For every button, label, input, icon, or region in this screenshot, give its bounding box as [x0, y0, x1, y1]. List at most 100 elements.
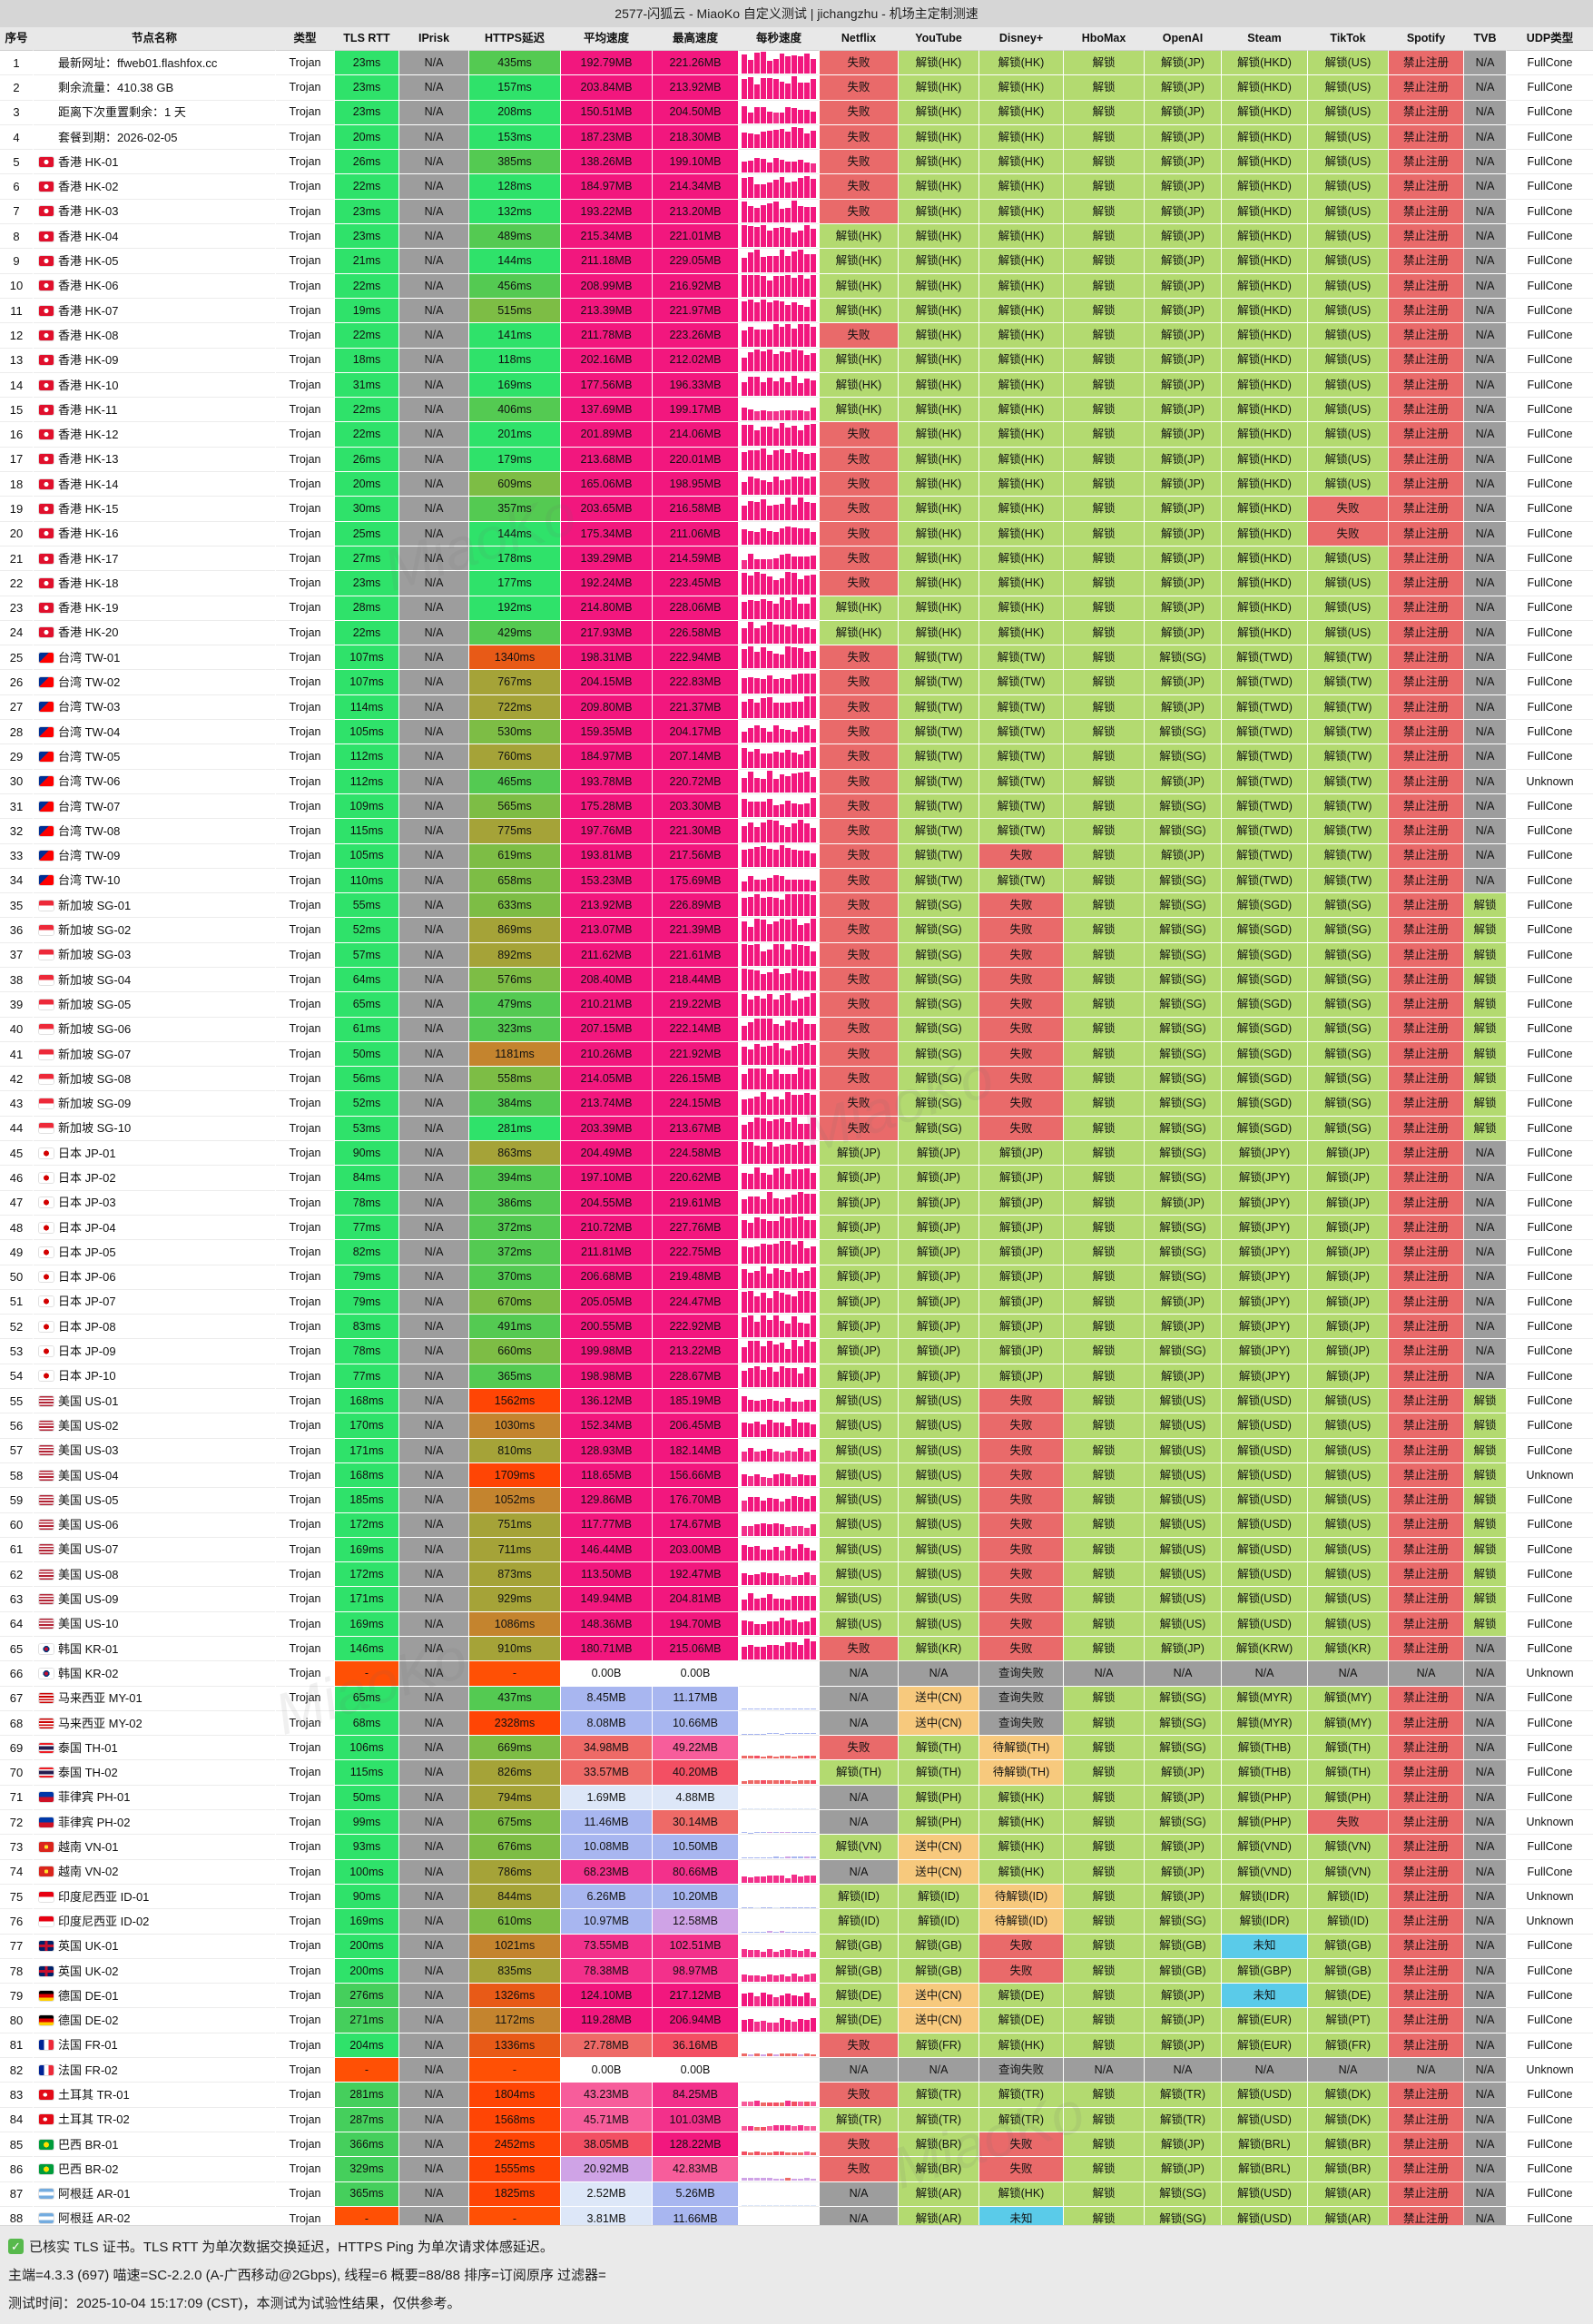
status-netflix: 解锁(GB)	[820, 1958, 898, 1984]
status-tvb: N/A	[1464, 571, 1506, 596]
udp-type: FullCone	[1507, 793, 1593, 820]
status-openai: 解锁(JP)	[1145, 670, 1221, 695]
iprisk: N/A	[399, 620, 468, 646]
iprisk: N/A	[399, 372, 468, 399]
table-row: 18 香港 HK-14 Trojan 20ms N/A 609ms 165.06MB 198.…	[0, 472, 1593, 497]
status-hbomax: 解锁	[1064, 1215, 1144, 1241]
udp-type: Unknown	[1507, 2058, 1593, 2083]
status-youtube: 送中(CN)	[899, 1859, 978, 1885]
iprisk: N/A	[399, 1884, 468, 1910]
status-spotify: 禁止注册	[1389, 1116, 1463, 1142]
status-netflix: 失败	[820, 174, 898, 200]
status-steam: 解锁(SGD)	[1222, 1116, 1307, 1142]
status-youtube: 解锁(HK)	[899, 150, 978, 175]
status-openai: 解锁(GB)	[1145, 1934, 1221, 1959]
status-netflix: 失败	[820, 422, 898, 448]
status-tiktok: 解锁(SG)	[1308, 1091, 1388, 1117]
status-netflix: 解锁(US)	[820, 1611, 898, 1637]
per-second-speed-sparkline	[739, 620, 819, 646]
status-tiktok: 解锁(BR)	[1308, 2157, 1388, 2182]
status-disney_plus: 解锁(HK)	[979, 323, 1063, 349]
avg-speed: 208.40MB	[561, 967, 652, 993]
node-name-label: 法国 FR-02	[58, 2063, 118, 2077]
per-second-speed-sparkline	[739, 1091, 819, 1117]
iprisk: N/A	[399, 472, 468, 497]
per-second-speed-sparkline	[739, 1067, 819, 1092]
status-steam: 解锁(HKD)	[1222, 298, 1307, 324]
avg-speed: 193.22MB	[561, 199, 652, 225]
max-speed: 10.50MB	[653, 1835, 738, 1860]
node-type: Trojan	[276, 2107, 334, 2132]
node-name: 套餐到期：2026-02-05	[34, 124, 275, 151]
node-type: Trojan	[276, 348, 334, 373]
status-disney_plus: 失败	[979, 1562, 1063, 1588]
us-flag-icon	[39, 1619, 54, 1630]
status-spotify: 禁止注册	[1389, 1190, 1463, 1216]
node-name: 香港 HK-09	[34, 348, 275, 373]
node-name-label: 香港 HK-16	[58, 527, 119, 541]
status-tvb: N/A	[1464, 1785, 1506, 1811]
node-name-label: 香港 HK-12	[58, 428, 119, 442]
status-tvb: N/A	[1464, 1984, 1506, 2009]
node-name: 新加坡 SG-01	[34, 893, 275, 919]
node-name-label: 美国 US-02	[58, 1418, 119, 1433]
tls-rtt: 168ms	[335, 1462, 398, 1489]
avg-speed: 165.06MB	[561, 472, 652, 497]
node-name-label: 新加坡 SG-05	[58, 997, 132, 1011]
status-openai: 解锁(JP)	[1145, 398, 1221, 423]
iprisk: N/A	[399, 2008, 468, 2034]
node-name-label: 新加坡 SG-01	[58, 898, 132, 912]
status-netflix: 失败	[820, 472, 898, 497]
row-index: 42	[0, 1067, 33, 1092]
udp-type: FullCone	[1507, 1364, 1593, 1390]
udp-type: FullCone	[1507, 1190, 1593, 1216]
row-index: 86	[0, 2157, 33, 2182]
status-tiktok: 解锁(US)	[1308, 199, 1388, 225]
node-type: Trojan	[276, 1760, 334, 1786]
row-index: 84	[0, 2107, 33, 2132]
tls-rtt: 65ms	[335, 992, 398, 1018]
per-second-speed-sparkline	[739, 769, 819, 794]
table-row: 34 台湾 TW-10 Trojan 110ms N/A 658ms 153.23MB 175…	[0, 868, 1593, 894]
status-openai: 解锁(SG)	[1145, 720, 1221, 745]
status-youtube: 解锁(US)	[899, 1512, 978, 1538]
udp-type: FullCone	[1507, 1611, 1593, 1637]
jp-flag-icon	[39, 1346, 54, 1357]
status-spotify: 禁止注册	[1389, 447, 1463, 473]
status-disney_plus: 解锁(TW)	[979, 769, 1063, 794]
status-tvb: N/A	[1464, 1289, 1506, 1315]
node-name: 德国 DE-01	[34, 1984, 275, 2009]
max-speed: 215.06MB	[653, 1637, 738, 1662]
tls-rtt: 171ms	[335, 1587, 398, 1612]
status-tvb: N/A	[1464, 2132, 1506, 2158]
status-hbomax: 解锁	[1064, 521, 1144, 547]
per-second-speed-sparkline	[739, 1488, 819, 1513]
node-name: 英国 UK-01	[34, 1934, 275, 1959]
node-name: 日本 JP-02	[34, 1166, 275, 1191]
table-row: 56 美国 US-02 Trojan 170ms N/A 1030ms 152.34MB 20…	[0, 1413, 1593, 1439]
my-flag-icon	[39, 1693, 54, 1704]
row-index: 5	[0, 150, 33, 175]
status-netflix: N/A	[820, 1810, 898, 1836]
status-disney_plus: 失败	[979, 992, 1063, 1018]
node-type: Trojan	[276, 1339, 334, 1364]
status-steam: 解锁(USD)	[1222, 2107, 1307, 2132]
node-name-label: 印度尼西亚 ID-02	[58, 1914, 150, 1928]
per-second-speed-sparkline	[739, 1041, 819, 1068]
https-latency: 208ms	[469, 100, 560, 125]
row-index: 24	[0, 620, 33, 646]
node-name: 香港 HK-04	[34, 224, 275, 250]
udp-type: FullCone	[1507, 868, 1593, 894]
status-spotify: 禁止注册	[1389, 1859, 1463, 1885]
status-tvb: N/A	[1464, 1364, 1506, 1390]
status-openai: 解锁(JP)	[1145, 620, 1221, 646]
avg-speed: 210.72MB	[561, 1215, 652, 1241]
node-name-label: 日本 JP-03	[58, 1196, 116, 1210]
status-disney_plus: 解锁(HK)	[979, 1810, 1063, 1836]
status-tvb: N/A	[1464, 1686, 1506, 1711]
status-tvb: N/A	[1464, 298, 1506, 324]
https-latency: 372ms	[469, 1215, 560, 1241]
avg-speed: 139.29MB	[561, 546, 652, 572]
table-row: 49 日本 JP-05 Trojan 82ms N/A 372ms 211.81MB 222.…	[0, 1240, 1593, 1265]
node-name-label: 马来西亚 MY-02	[58, 1716, 143, 1730]
